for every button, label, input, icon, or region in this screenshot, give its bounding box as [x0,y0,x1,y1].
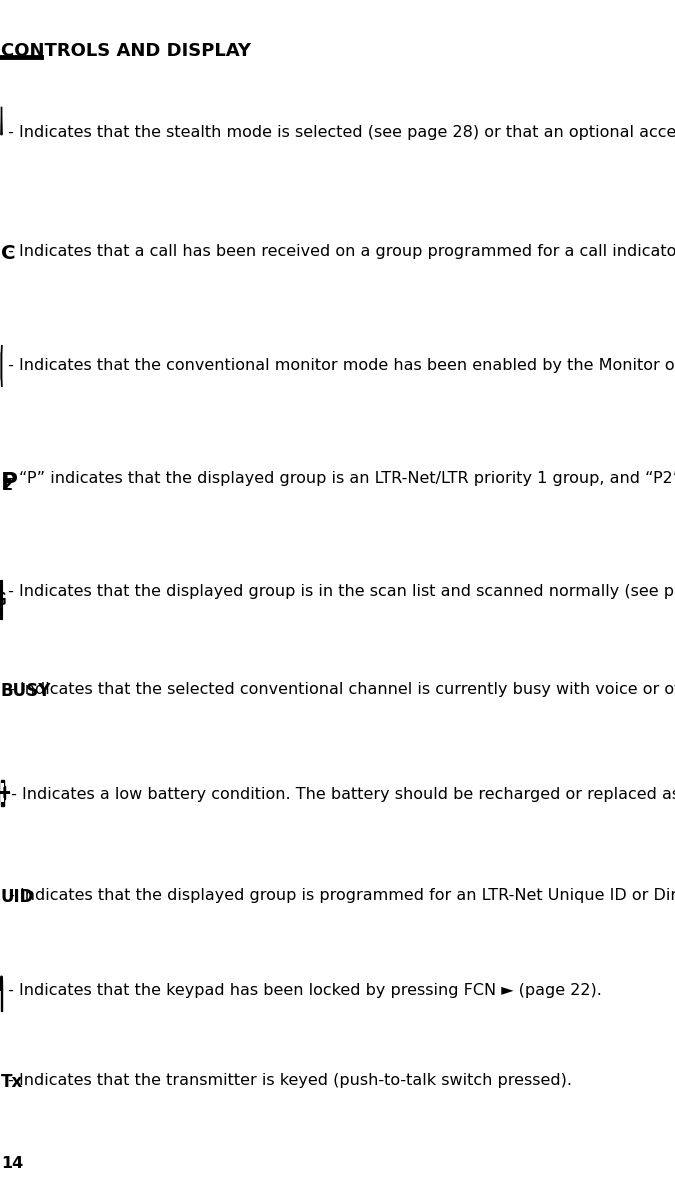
Text: C: C [1,244,16,263]
Text: P: P [1,471,18,493]
Bar [1,783,4,802]
Text: +: + [0,783,11,802]
Bar [1,989,2,1011]
Text: - Indicates that the keypad has been locked by pressing FCN ► (page 22).: - Indicates that the keypad has been loc… [3,983,601,999]
Text: - Indicates that the stealth mode is selected (see page 28) or that an optional : - Indicates that the stealth mode is sel… [3,125,675,141]
Text: - Indicates that the conventional monitor mode has been enabled by the Monitor o: - Indicates that the conventional monito… [3,358,675,373]
Text: - Indicates that the selected conventional channel is currently busy with voice : - Indicates that the selected convention… [4,682,675,697]
Text: - “P” indicates that the displayed group is an LTR-Net/LTR priority 1 group, and: - “P” indicates that the displayed group… [3,471,675,486]
Text: - Indicates that the displayed group is in the scan list and scanned normally (s: - Indicates that the displayed group is … [3,584,675,600]
Bar [1,780,4,806]
Text: - Indicates that a call has been received on a group programmed for a call indic: - Indicates that a call has been receive… [3,244,675,260]
Text: - Indicates a low battery condition. The battery should be recharged or replaced: - Indicates a low battery condition. The… [5,787,675,802]
Text: 2: 2 [2,478,14,493]
Text: - Indicates that the displayed group is programmed for an LTR-Net Unique ID or D: - Indicates that the displayed group is … [4,888,675,904]
Text: —: — [0,786,10,800]
Text: Tx: Tx [1,1073,23,1091]
Text: - Indicates that the transmitter is keyed (push-to-talk switch pressed).: - Indicates that the transmitter is keye… [3,1073,572,1088]
Text: BUSY: BUSY [1,682,51,700]
Text: G: G [0,590,7,609]
Text: 14: 14 [1,1155,23,1171]
Bar [1,581,2,619]
Text: CONTROLS AND DISPLAY: CONTROLS AND DISPLAY [1,42,251,60]
Text: UID: UID [1,888,34,906]
Polygon shape [1,107,2,135]
